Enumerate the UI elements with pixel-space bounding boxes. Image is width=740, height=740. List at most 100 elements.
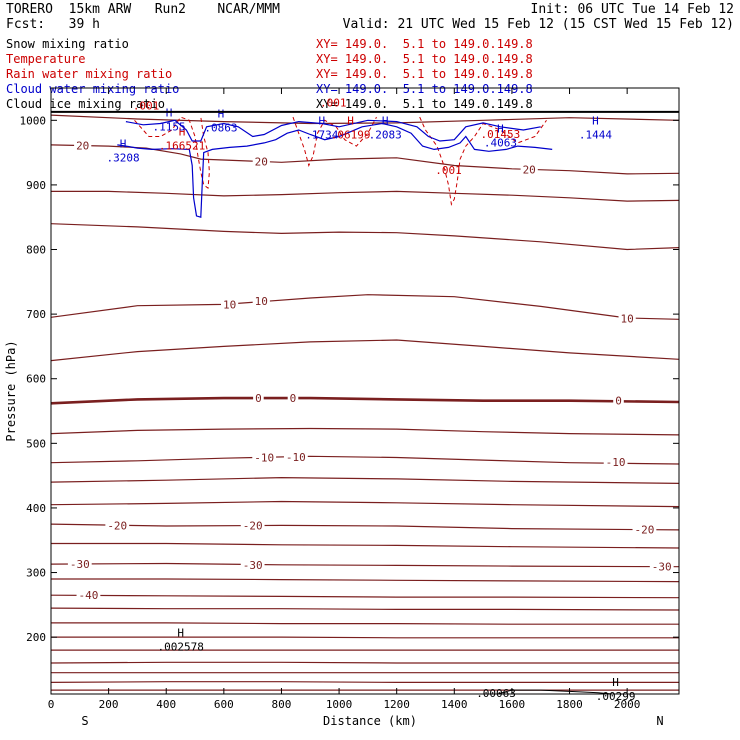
isotherm-label: -20 (107, 519, 127, 532)
isotherm-label-bg (67, 558, 92, 571)
x-tick-label: 600 (214, 698, 234, 711)
temperature-isotherm-0 (50, 114, 680, 125)
isotherm-label: -30 (70, 558, 90, 571)
isotherm-label: -30 (243, 559, 263, 572)
north-label: N (656, 714, 663, 728)
extremum-value: .06199 (331, 129, 371, 142)
extremum-mark: H (347, 115, 354, 128)
temperature-isotherm-10 (50, 500, 680, 508)
field-cloudwater-xy: XY= 149.0. 5.1 to 149.0.149.8 (316, 82, 533, 96)
extremum-value: .001 (435, 164, 462, 177)
isotherm-label-bg (253, 392, 264, 405)
isotherm-label: 0 (615, 395, 622, 408)
field-snow-name: Snow mixing ratio (6, 37, 129, 51)
temperature-isotherm-4 (50, 294, 680, 320)
cloud-ice-contour-0 (497, 689, 613, 695)
x-tick-label: 1600 (499, 698, 526, 711)
temperature-isotherm-14 (51, 578, 680, 583)
temperature-isotherm-13 (50, 562, 680, 568)
temperature-isotherm-20 (50, 661, 679, 664)
isotherm-label-bg (252, 155, 270, 168)
y-tick-label: 800 (26, 244, 46, 257)
isotherm-label-bg (240, 558, 265, 571)
extremum-value: .001 (320, 96, 347, 109)
south-label: S (81, 714, 88, 728)
extremum-value: .1444 (579, 129, 612, 142)
x-tick-label: 1000 (326, 698, 353, 711)
extremum-value: .1734 (305, 129, 338, 142)
isotherm-label: 20 (255, 156, 268, 169)
temperature-isotherm-11 (50, 523, 680, 531)
rain-contour-2 (419, 116, 547, 206)
field-rain-name: Rain water mixing ratio (6, 67, 173, 81)
temperature-isotherm-22 (50, 681, 679, 683)
plot-frame (50, 87, 680, 695)
x-tick-label: 1800 (556, 698, 583, 711)
isotherm-label: -20 (243, 519, 263, 532)
isotherm-label-bg (287, 392, 299, 405)
model-title: TORERO 15km ARW Run2 NCAR/MMM (6, 2, 280, 17)
extremum-mark: H (612, 676, 619, 689)
temperature-isotherm-15 (50, 594, 680, 599)
isotherm-label-bg (252, 451, 277, 464)
isotherm-label-bg (76, 589, 101, 602)
rain-contour-1 (292, 116, 377, 167)
y-tick-label: 900 (26, 179, 46, 192)
y-axis-label: Pressure (hPa) (4, 340, 18, 441)
y-tick-label: 300 (26, 567, 46, 580)
extremum-mark: H (179, 126, 186, 139)
extremum-mark: H (218, 108, 225, 121)
isotherm-label-bg (603, 456, 628, 469)
rain-contour-0 (134, 116, 210, 190)
isotherm-label: -10 (254, 452, 274, 465)
isotherm-label: 10 (621, 313, 634, 326)
isotherm-label-bg (105, 519, 130, 532)
isotherm-label: -20 (634, 523, 654, 536)
temperature-isotherm-5 (50, 339, 680, 362)
extremum-value: .002578 (157, 640, 203, 653)
isotherm-label-bg (632, 523, 657, 536)
y-tick-label: 500 (26, 437, 46, 450)
temperature-isotherm-18 (51, 636, 679, 639)
temperature-isotherm-1 (50, 144, 680, 175)
extremum-value: .01453 (481, 128, 521, 141)
isotherm-label-bg (649, 560, 674, 573)
isotherm-label: -10 (286, 451, 306, 464)
isotherm-label-bg (618, 312, 636, 325)
field-snow-xy: XY= 149.0. 5.1 to 149.0.149.8 (316, 37, 533, 51)
temperature-isotherm-12 (51, 542, 680, 549)
extremum-value: .2083 (369, 129, 402, 142)
temperature-isotherm-8 (50, 455, 680, 465)
field-ice-name: Cloud ice mixing ratio (6, 97, 165, 111)
extremum-value: .4063 (484, 136, 517, 149)
isotherm-label-bg (252, 295, 270, 308)
extremum-mark: H (382, 115, 389, 128)
cloud-water-contour-1 (125, 119, 541, 142)
isotherm-label: 0 (255, 392, 262, 405)
extremum-value: .00063 (476, 687, 516, 700)
isotherm-label: -30 (652, 561, 672, 574)
temperature-isotherm-7 (50, 427, 680, 436)
y-tick-label: 400 (26, 502, 46, 515)
isotherm-label: 10 (255, 295, 268, 308)
isotherm-label: -10 (606, 456, 626, 469)
extremum-mark: H (592, 115, 599, 128)
temperature-isotherm-3 (50, 223, 680, 251)
extremum-value: .166521 (159, 140, 205, 153)
extremum-value: .001 (133, 100, 160, 113)
extremum-value: .1155 (153, 120, 186, 133)
isotherm-label-bg (283, 450, 308, 463)
isotherm-label: 20 (76, 139, 89, 152)
extremum-mark: H (318, 115, 325, 128)
x-axis-label: Distance (km) (323, 714, 417, 728)
x-tick-label: 1400 (441, 698, 468, 711)
valid-time: Valid: 21 UTC Wed 15 Feb 12 (15 CST Wed … (342, 17, 734, 32)
field-temperature-name: Temperature (6, 52, 86, 66)
isotherm-label-bg (221, 298, 239, 311)
field-rain-xy: XY= 149.0. 5.1 to 149.0.149.8 (316, 67, 533, 81)
extremum-mark: H (497, 122, 504, 135)
x-tick-label: 0 (48, 698, 55, 711)
forecast-hour: Fcst: 39 h (6, 17, 100, 32)
temperature-isotherm-9 (50, 476, 680, 484)
extremum-value: .3208 (106, 151, 139, 164)
